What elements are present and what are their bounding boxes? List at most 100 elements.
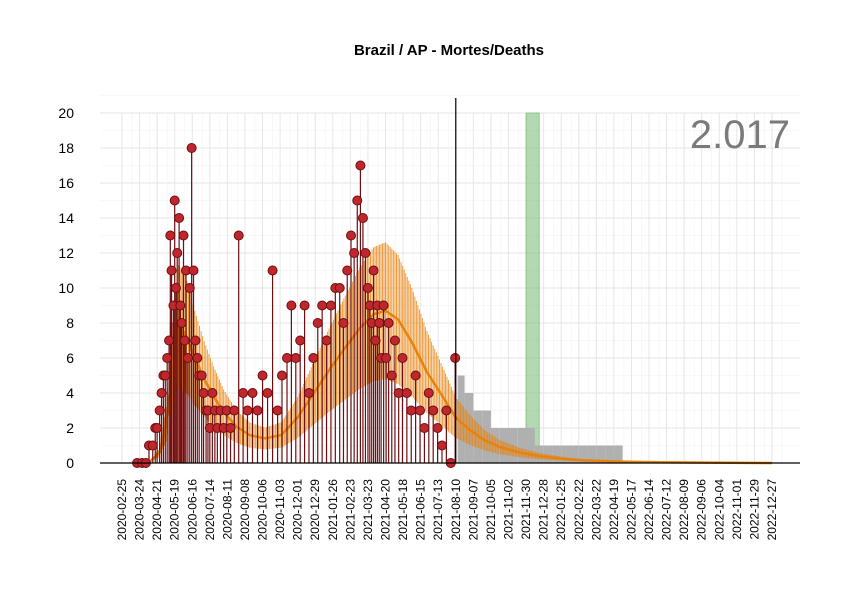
data-point	[233, 230, 244, 241]
daily-deaths-series	[132, 143, 461, 468]
x-tick-label: 2021-02-23	[343, 479, 357, 541]
projection-bar	[587, 445, 597, 463]
x-tick-label: 2022-06-14	[642, 479, 656, 541]
x-tick-label: 2022-03-22	[589, 479, 603, 541]
data-point	[378, 300, 389, 311]
x-tick-label: 2022-12-27	[765, 479, 779, 541]
data-point	[362, 283, 373, 293]
projection-bar	[613, 445, 623, 463]
data-point	[368, 265, 379, 276]
y-tick-label: 6	[66, 350, 74, 366]
x-tick-label: 2020-12-01	[291, 479, 305, 541]
data-point	[147, 440, 158, 451]
data-point	[160, 370, 171, 381]
data-point	[410, 370, 421, 381]
y-tick-label: 8	[66, 315, 74, 331]
projection-bar	[578, 445, 588, 463]
data-point	[196, 370, 207, 381]
projection-bar	[569, 445, 579, 463]
data-point	[192, 353, 203, 363]
projection-bar	[596, 445, 606, 463]
data-point	[436, 440, 447, 451]
data-point	[154, 405, 165, 416]
x-tick-label: 2021-07-13	[431, 479, 445, 541]
data-point	[257, 370, 268, 381]
data-point	[267, 265, 278, 276]
data-point	[170, 283, 181, 293]
projection-bar	[543, 445, 553, 463]
data-point	[338, 318, 349, 328]
data-point	[325, 300, 336, 311]
projection-bar	[552, 445, 562, 463]
data-point	[374, 318, 385, 328]
data-point	[184, 283, 195, 293]
projection-bar	[457, 375, 465, 463]
data-point	[164, 335, 175, 346]
data-point	[346, 230, 357, 241]
data-point	[393, 388, 404, 398]
data-point	[276, 370, 287, 381]
data-point	[321, 335, 332, 346]
projection-bar	[508, 428, 518, 463]
y-tick-label: 16	[58, 175, 74, 191]
highlight-period	[525, 112, 540, 464]
data-point	[334, 283, 345, 293]
data-point	[286, 300, 297, 311]
data-point	[190, 335, 201, 346]
x-axis-ticks: 2020-02-25 2020-03-24 2020-04-21 2020-05-19…	[115, 479, 779, 541]
data-point	[207, 388, 218, 398]
projection-bar	[526, 428, 535, 463]
data-point	[188, 265, 199, 276]
data-point	[282, 353, 293, 363]
x-tick-label: 2022-07-12	[660, 479, 674, 541]
x-tick-label: 2021-09-07	[466, 479, 480, 541]
data-point	[312, 318, 323, 328]
data-point	[389, 335, 400, 346]
y-axis-ticks: 0 2 4 6 8 10 12 14 16 18 20	[58, 105, 74, 471]
data-point	[290, 353, 301, 363]
data-point	[428, 405, 439, 416]
x-tick-label: 2020-07-14	[203, 479, 217, 541]
x-tick-label: 2021-05-18	[396, 479, 410, 541]
data-point	[225, 423, 236, 433]
data-point	[165, 230, 176, 241]
data-point	[172, 248, 183, 258]
x-tick-label: 2022-10-04	[712, 479, 726, 541]
data-point	[169, 195, 180, 206]
data-point	[295, 335, 306, 346]
data-point	[229, 405, 240, 416]
data-point	[360, 248, 371, 258]
projection-bar	[534, 445, 544, 463]
data-point	[299, 300, 310, 311]
data-point	[423, 388, 434, 398]
data-point	[186, 143, 197, 153]
x-tick-label: 2022-01-25	[554, 479, 568, 541]
data-point	[262, 388, 273, 398]
data-point	[174, 213, 185, 223]
x-tick-label: 2021-10-05	[484, 479, 498, 541]
data-point	[156, 388, 167, 398]
data-point	[308, 353, 319, 363]
x-tick-label: 2020-12-29	[308, 479, 322, 541]
x-tick-label: 2021-11-30	[519, 479, 533, 540]
x-tick-label: 2021-11-02	[501, 479, 515, 540]
x-tick-label: 2020-06-16	[185, 479, 199, 541]
x-tick-label: 2021-06-15	[414, 479, 428, 541]
data-point	[182, 353, 193, 363]
data-point	[357, 213, 368, 223]
data-point	[370, 335, 381, 346]
chart-title: Brazil / AP - Mortes/Deaths	[354, 42, 544, 59]
projection-bar	[517, 428, 527, 463]
data-point	[238, 388, 249, 398]
data-point	[176, 318, 187, 328]
x-tick-label: 2022-11-01	[730, 479, 744, 540]
data-point	[381, 353, 392, 363]
trend-line	[133, 309, 773, 465]
x-tick-label: 2021-12-28	[537, 479, 551, 541]
data-point	[419, 423, 430, 433]
x-tick-label: 2022-11-29	[747, 479, 761, 540]
data-point	[175, 300, 186, 311]
projection-bar	[605, 445, 614, 463]
